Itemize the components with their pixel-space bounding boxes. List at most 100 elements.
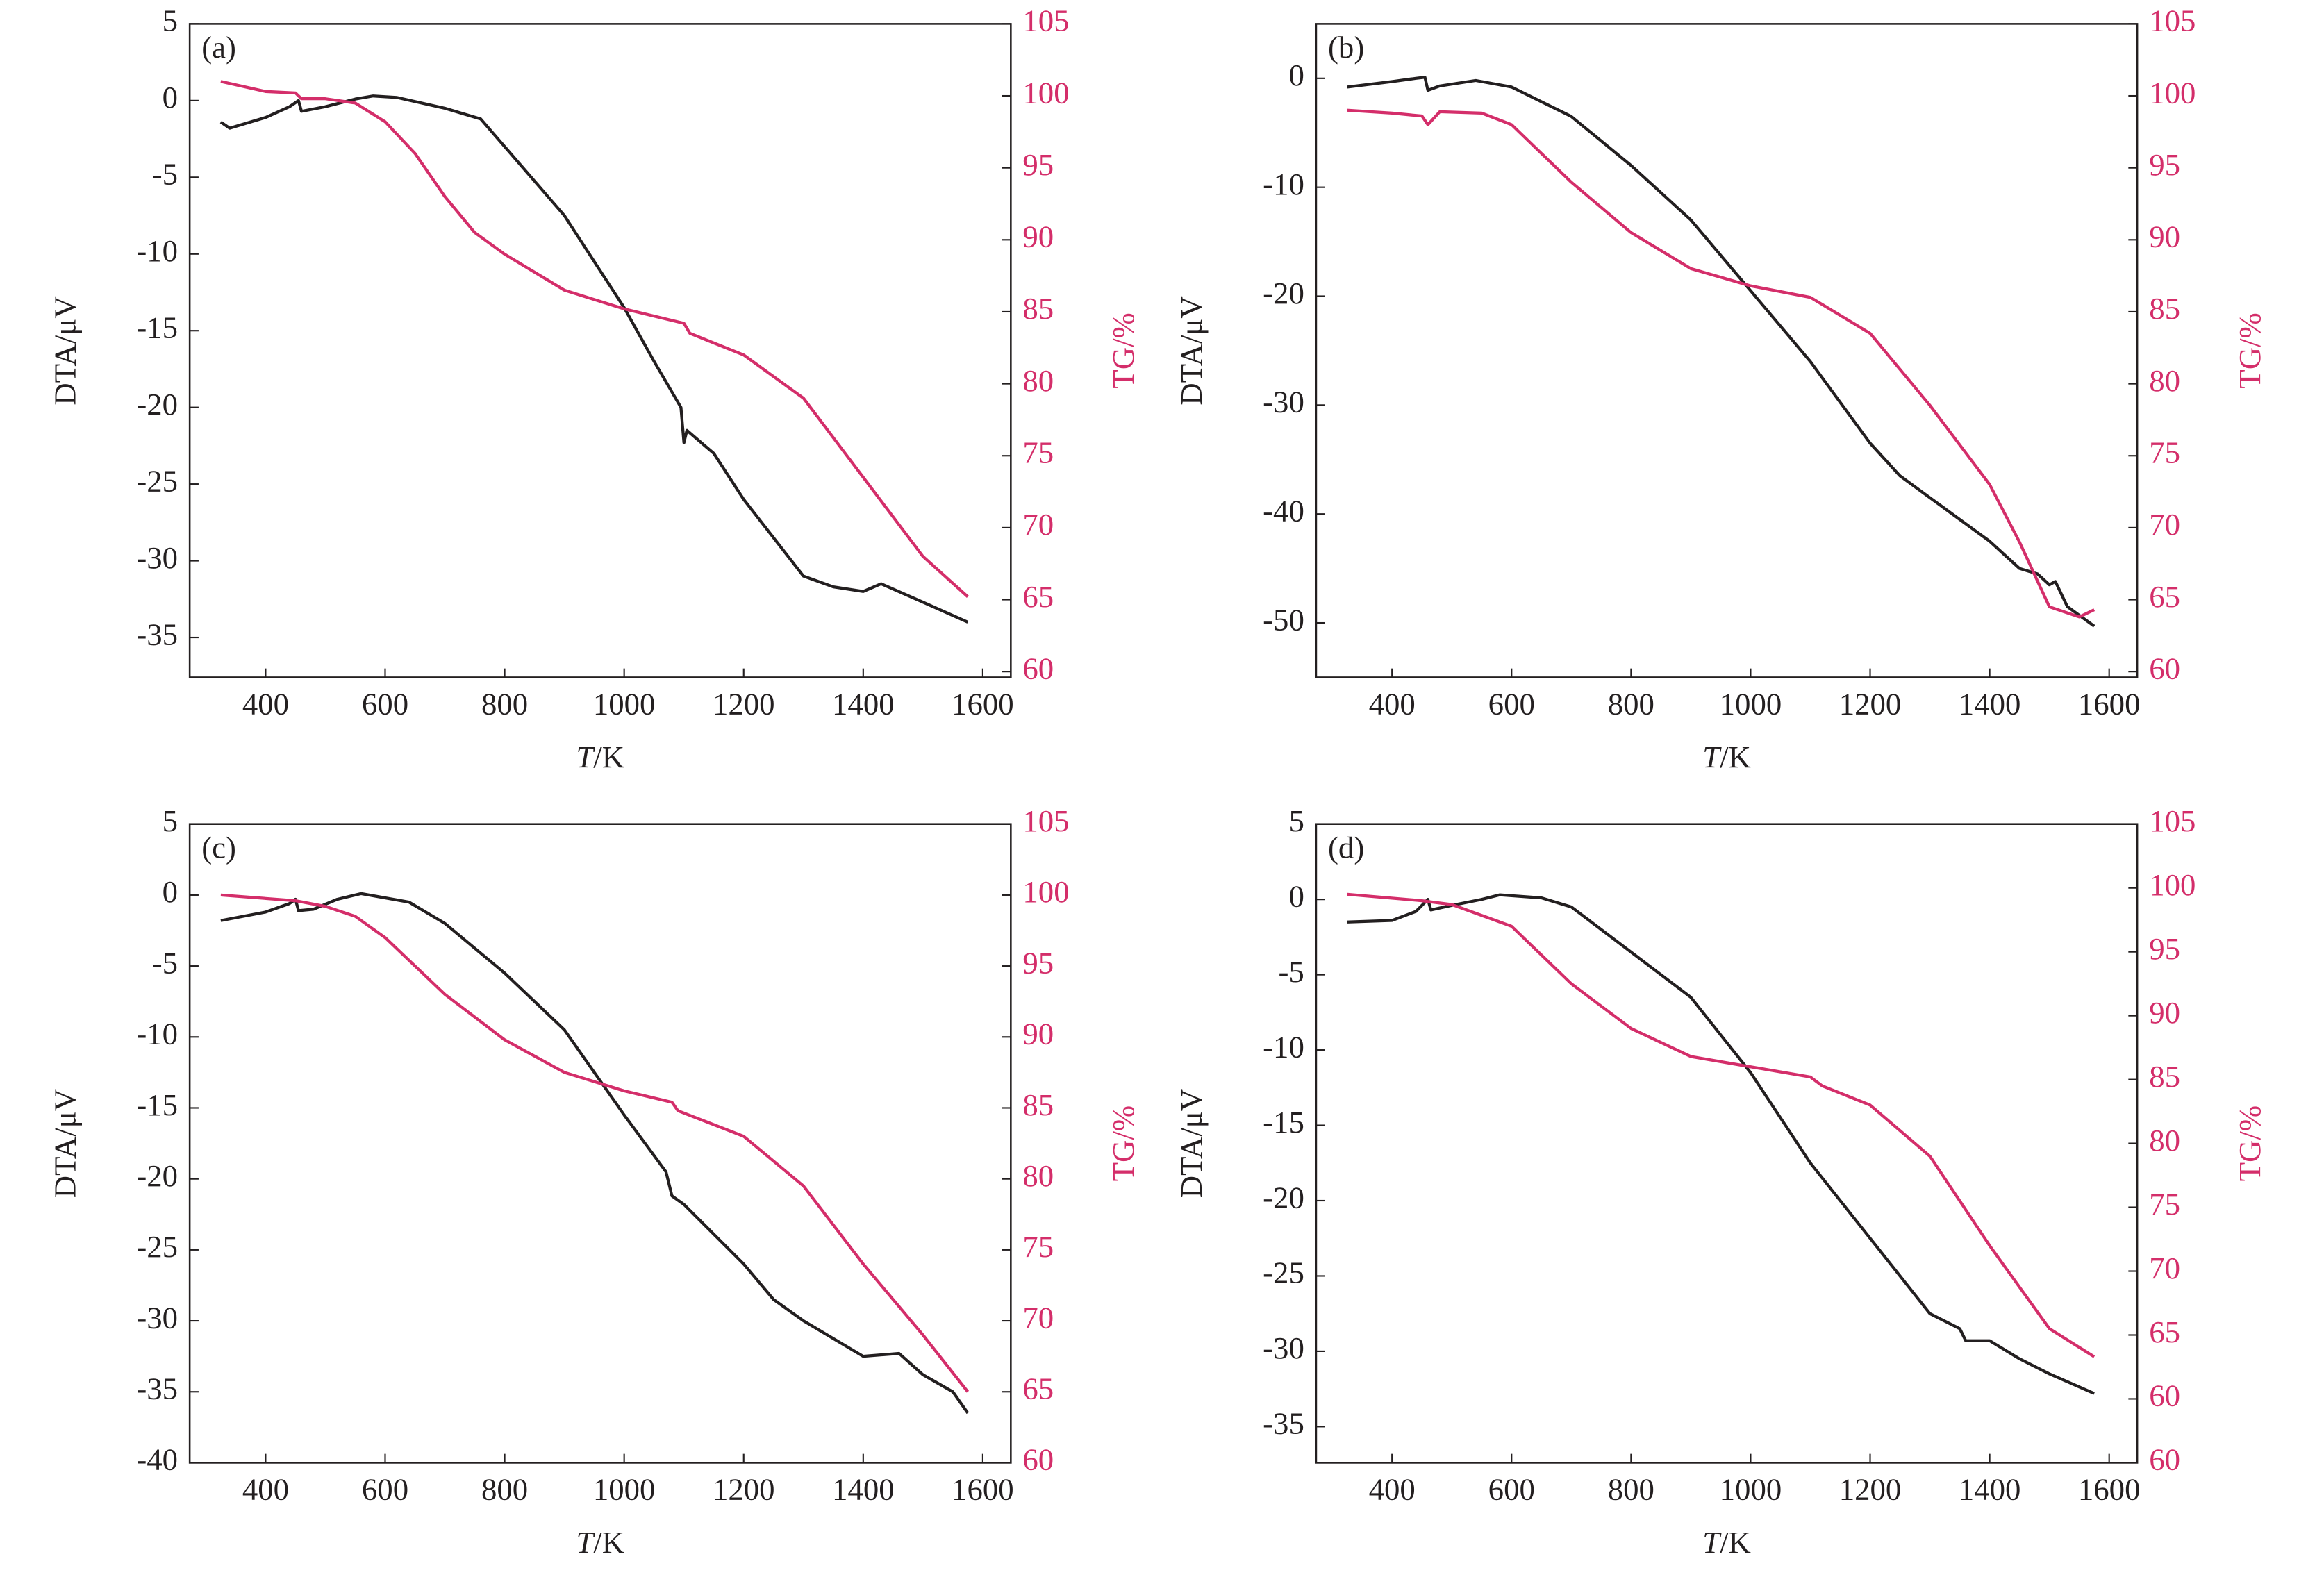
y-tick-label: -25: [136, 463, 178, 498]
y2-tick-label: 105: [1022, 803, 1069, 838]
y2-tick-label: 90: [2149, 219, 2180, 254]
y-tick-label: 0: [163, 874, 178, 909]
y-tick-label: -5: [152, 157, 178, 192]
y2-tick-label: 95: [2149, 931, 2180, 966]
x-tick-label: 400: [1369, 1471, 1416, 1506]
x-tick-label: 800: [1608, 1471, 1654, 1506]
data-line: [220, 80, 969, 598]
x-tick-label: 600: [362, 686, 408, 721]
panel-label: (c): [201, 830, 236, 865]
y2-tick-label: 85: [1022, 291, 1054, 326]
y2-tick-label: 85: [2149, 1059, 2180, 1094]
y-axis-label: DTA/μV: [1174, 296, 1209, 405]
panel-label: (d): [1328, 830, 1364, 865]
y2-tick-label: 90: [2149, 995, 2180, 1030]
y-tick-label: 5: [163, 3, 178, 38]
y2-axis-label: TG/%: [1106, 1105, 1140, 1181]
x-tick-label: 1400: [1959, 686, 2021, 721]
data-line: [1347, 893, 2095, 1395]
y2-axis-label: TG/%: [2232, 312, 2267, 388]
y2-tick-label: 85: [1022, 1087, 1054, 1122]
panel-label: (b): [1328, 30, 1364, 65]
y2-tick-label: 60: [2149, 1442, 2180, 1477]
y-tick-label: 5: [163, 803, 178, 838]
x-tick-label: 1600: [952, 686, 1014, 721]
y-tick-label: -15: [136, 1087, 178, 1122]
x-tick-label: 800: [1608, 686, 1654, 721]
y2-tick-label: 105: [1022, 3, 1069, 38]
y-tick-label: -30: [1263, 1330, 1304, 1365]
data-line: [220, 893, 970, 1393]
y-tick-label: 5: [1288, 803, 1304, 838]
y-axis-label: DTA/μV: [47, 296, 82, 405]
y-tick-label: -15: [1263, 1105, 1304, 1140]
y-tick-label: -35: [136, 617, 178, 651]
plot-frame: [1315, 823, 2139, 1464]
data-line: [1347, 76, 2095, 628]
data-line: [219, 94, 969, 624]
x-tick-label: 1600: [2078, 686, 2141, 721]
y-tick-label: -10: [136, 233, 178, 268]
x-axis-label: T/K: [576, 1525, 624, 1560]
y-tick-label: 0: [1288, 878, 1304, 913]
x-tick-label: 1400: [832, 1471, 895, 1506]
y-tick-label: -10: [1263, 1029, 1304, 1064]
y2-tick-label: 90: [1022, 1017, 1054, 1051]
y-tick-label: -25: [1263, 1255, 1304, 1290]
x-tick-label: 1400: [1959, 1471, 2021, 1506]
data-line: [220, 892, 970, 1415]
y2-tick-label: 95: [1022, 945, 1054, 980]
x-tick-label: 400: [242, 686, 289, 721]
y-tick-label: -50: [1263, 602, 1304, 637]
y2-tick-label: 75: [1022, 435, 1054, 470]
y-axis-label: DTA/μV: [47, 1089, 82, 1198]
x-tick-label: 1400: [832, 686, 895, 721]
x-tick-label: 400: [242, 1471, 289, 1506]
y-tick-label: -40: [1263, 493, 1304, 528]
x-axis-label: T/K: [1702, 1525, 1751, 1560]
y-tick-label: -20: [136, 1158, 178, 1193]
data-line: [1347, 108, 2095, 619]
y2-tick-label: 60: [2149, 1378, 2180, 1413]
y2-tick-label: 75: [2149, 435, 2180, 470]
y-tick-label: -30: [1263, 385, 1304, 419]
y2-tick-label: 75: [1022, 1229, 1054, 1264]
y2-tick-label: 105: [2149, 3, 2196, 38]
x-tick-label: 600: [1488, 1471, 1535, 1506]
y-tick-label: -5: [152, 945, 178, 980]
y2-tick-label: 95: [2149, 147, 2180, 182]
y2-tick-label: 100: [2149, 867, 2196, 902]
y-tick-label: -10: [136, 1017, 178, 1051]
y-tick-label: -40: [136, 1442, 178, 1477]
x-tick-label: 1200: [1839, 686, 1902, 721]
y-tick-label: -30: [136, 540, 178, 575]
y-tick-label: -35: [136, 1371, 178, 1406]
y-axis-label: DTA/μV: [1174, 1089, 1209, 1198]
y2-tick-label: 65: [2149, 579, 2180, 614]
x-tick-label: 1200: [713, 686, 775, 721]
y-tick-label: -20: [1263, 276, 1304, 310]
y2-tick-label: 100: [1022, 75, 1069, 110]
y2-tick-label: 75: [2149, 1187, 2180, 1221]
y2-tick-label: 85: [2149, 291, 2180, 326]
x-tick-label: 800: [481, 686, 528, 721]
y2-tick-label: 80: [2149, 1123, 2180, 1158]
y-tick-label: -35: [1263, 1406, 1304, 1441]
y2-tick-label: 60: [1022, 1442, 1054, 1477]
y2-tick-label: 65: [1022, 579, 1054, 614]
y-tick-label: -20: [1263, 1180, 1304, 1215]
y2-tick-label: 60: [1022, 651, 1054, 685]
data-line: [1347, 892, 2095, 1358]
y2-tick-label: 70: [1022, 507, 1054, 542]
x-tick-label: 1600: [2078, 1471, 2141, 1506]
y-tick-label: -20: [136, 387, 178, 422]
x-tick-label: 600: [1488, 686, 1535, 721]
y2-tick-label: 90: [1022, 219, 1054, 254]
y-tick-label: 0: [163, 80, 178, 115]
y2-tick-label: 70: [1022, 1300, 1054, 1335]
x-tick-label: 400: [1369, 686, 1416, 721]
x-tick-label: 1200: [1839, 1471, 1902, 1506]
y2-tick-label: 100: [2149, 75, 2196, 110]
x-tick-label: 1000: [1720, 1471, 1782, 1506]
